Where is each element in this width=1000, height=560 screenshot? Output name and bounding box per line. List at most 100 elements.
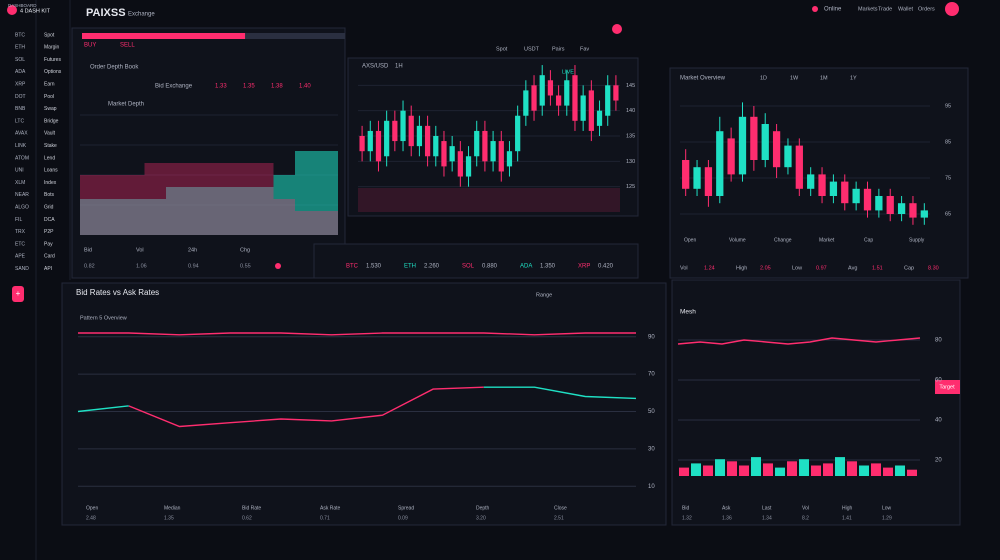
sidebar-code: ETC: [15, 241, 25, 247]
sidebar-item: Futures: [44, 57, 61, 63]
candle-body: [818, 174, 826, 196]
sidebar-item: P2P: [44, 229, 54, 235]
depth-bar: [230, 163, 252, 235]
depth-bar: [80, 175, 102, 235]
candle-body: [704, 167, 713, 196]
volume-bar: [907, 469, 917, 476]
sidebar-item: Bots: [44, 192, 55, 198]
depth-bar: [144, 163, 166, 235]
candle-body: [416, 125, 423, 147]
sidebar-code: APE: [15, 254, 26, 260]
candle-body: [580, 95, 586, 121]
stat: Bid: [682, 505, 689, 511]
axis-label: Change: [774, 237, 792, 243]
sidebar-code: XRP: [15, 82, 26, 88]
candle-body: [920, 210, 928, 218]
sidebar-item: Pay: [44, 241, 53, 247]
level: 1.35: [243, 84, 255, 90]
depth-bar: [230, 187, 252, 235]
stat: 2.48: [86, 515, 96, 521]
candle-body: [474, 130, 480, 157]
nav-link: Markets: [858, 6, 878, 12]
stat-label: Cap: [904, 265, 914, 271]
sidebar-item: Index: [44, 180, 57, 186]
stat-label: Low: [792, 265, 802, 271]
candle-body: [457, 151, 463, 177]
badge: LIVE: [562, 69, 574, 75]
y-tick-label: 70: [648, 372, 655, 378]
stat: Bid: [84, 247, 92, 253]
stat-label: High: [736, 265, 747, 271]
y-tick-label: 145: [626, 83, 635, 89]
candle-body: [506, 151, 513, 167]
depth-bar: [273, 175, 295, 235]
sidebar-item: Earn: [44, 82, 55, 88]
alert-icon[interactable]: [612, 24, 622, 34]
sidebar-code: FIL: [15, 217, 22, 223]
stat: 2.51: [554, 515, 564, 521]
candle-body: [375, 130, 382, 162]
tab: 1Y: [850, 75, 857, 81]
sidebar-code: UNI: [15, 168, 24, 174]
volume-bar: [775, 467, 785, 476]
logo-text: 4 DASH KIT: [20, 8, 51, 14]
candle-body: [761, 124, 769, 160]
profile-button[interactable]: [945, 2, 959, 16]
panel-title: Order Depth Book: [90, 65, 139, 71]
candle-body: [693, 167, 701, 189]
sidebar-code: SOL: [15, 57, 25, 63]
candle-body: [863, 188, 872, 211]
stat-value: 0.97: [816, 265, 827, 271]
depth-bar: [101, 199, 123, 235]
y-tick-label: 75: [945, 175, 951, 181]
candle-body: [613, 85, 619, 101]
interval: 1H: [395, 64, 403, 70]
chart-title: Bid Rates vs Ask Rates: [76, 288, 159, 297]
stat: 1.06: [136, 263, 147, 269]
level: 1.38: [271, 84, 283, 90]
depth-bar: [316, 211, 338, 235]
sidebar-action[interactable]: [12, 286, 24, 302]
volume-bar: [763, 463, 773, 476]
sidebar-code: DOT: [15, 94, 26, 100]
depth-bar: [166, 187, 188, 235]
y-tick-label: 65: [945, 211, 951, 217]
y-tick-label: 135: [626, 133, 635, 139]
sidebar-item: Loans: [44, 168, 58, 174]
ticker-name: ETH: [404, 264, 416, 270]
y-tick-label: 125: [626, 184, 635, 190]
stat: 0.09: [398, 515, 408, 521]
stat: 24h: [188, 247, 197, 253]
stat-value: 2.05: [760, 265, 771, 271]
sidebar-code: LINK: [15, 143, 27, 149]
sidebar-item: Pool: [44, 94, 54, 100]
volume-bar: [739, 465, 749, 476]
stat: Close: [554, 505, 567, 511]
volume-bar: [871, 463, 881, 476]
chart-title: Mesh: [680, 309, 696, 316]
overlay: [358, 188, 620, 212]
side-chart-panel: [669, 67, 969, 279]
control: Range: [536, 292, 552, 298]
volume-bar: [823, 463, 833, 476]
stat: Spread: [398, 505, 414, 511]
candle-body: [490, 141, 496, 162]
candle-body: [875, 196, 883, 211]
candle-body: [465, 156, 472, 177]
logo-text: DASHBOARD: [8, 3, 37, 8]
volume-bar: [895, 465, 905, 476]
stat: Ask Rate: [320, 505, 341, 511]
sidebar-item: Swap: [44, 106, 57, 112]
stat: Bid Rate: [242, 505, 261, 511]
candle-body: [605, 85, 611, 116]
candle-body: [886, 196, 894, 214]
y-tick-label: 20: [935, 458, 942, 464]
stat-label: Vol: [680, 265, 688, 271]
trend-line: [78, 332, 636, 336]
ticker-value: 1.350: [540, 264, 556, 270]
trend-line: [128, 386, 484, 428]
candle-body: [384, 120, 390, 157]
stat: Last: [762, 505, 772, 511]
ticker-value: 0.880: [482, 264, 498, 270]
depth-bar: [123, 199, 145, 235]
